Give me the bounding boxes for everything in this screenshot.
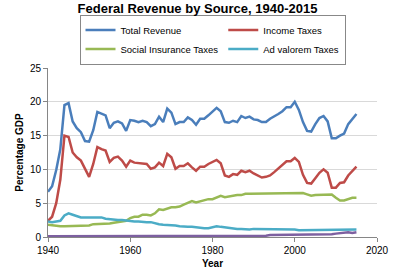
- svg-text:Social Insurance Taxes: Social Insurance Taxes: [121, 44, 219, 55]
- svg-text:25: 25: [30, 63, 42, 74]
- svg-text:10: 10: [30, 164, 42, 175]
- svg-text:0: 0: [35, 232, 41, 243]
- svg-text:Year: Year: [202, 258, 223, 269]
- svg-text:2000: 2000: [284, 245, 307, 256]
- svg-text:Federal Revenue by Source, 194: Federal Revenue by Source, 1940-2015: [78, 1, 318, 16]
- svg-text:Total Revenue: Total Revenue: [121, 25, 182, 36]
- svg-text:15: 15: [30, 130, 42, 141]
- svg-text:Ad valorem Taxes: Ad valorem Taxes: [263, 44, 339, 55]
- svg-text:Income Taxes: Income Taxes: [263, 25, 322, 36]
- svg-text:1980: 1980: [201, 245, 224, 256]
- svg-text:20: 20: [30, 96, 42, 107]
- svg-text:Percentage GDP: Percentage GDP: [14, 113, 25, 192]
- svg-text:1960: 1960: [119, 245, 142, 256]
- svg-text:1940: 1940: [37, 245, 60, 256]
- svg-text:5: 5: [35, 198, 41, 209]
- svg-text:2020: 2020: [366, 245, 389, 256]
